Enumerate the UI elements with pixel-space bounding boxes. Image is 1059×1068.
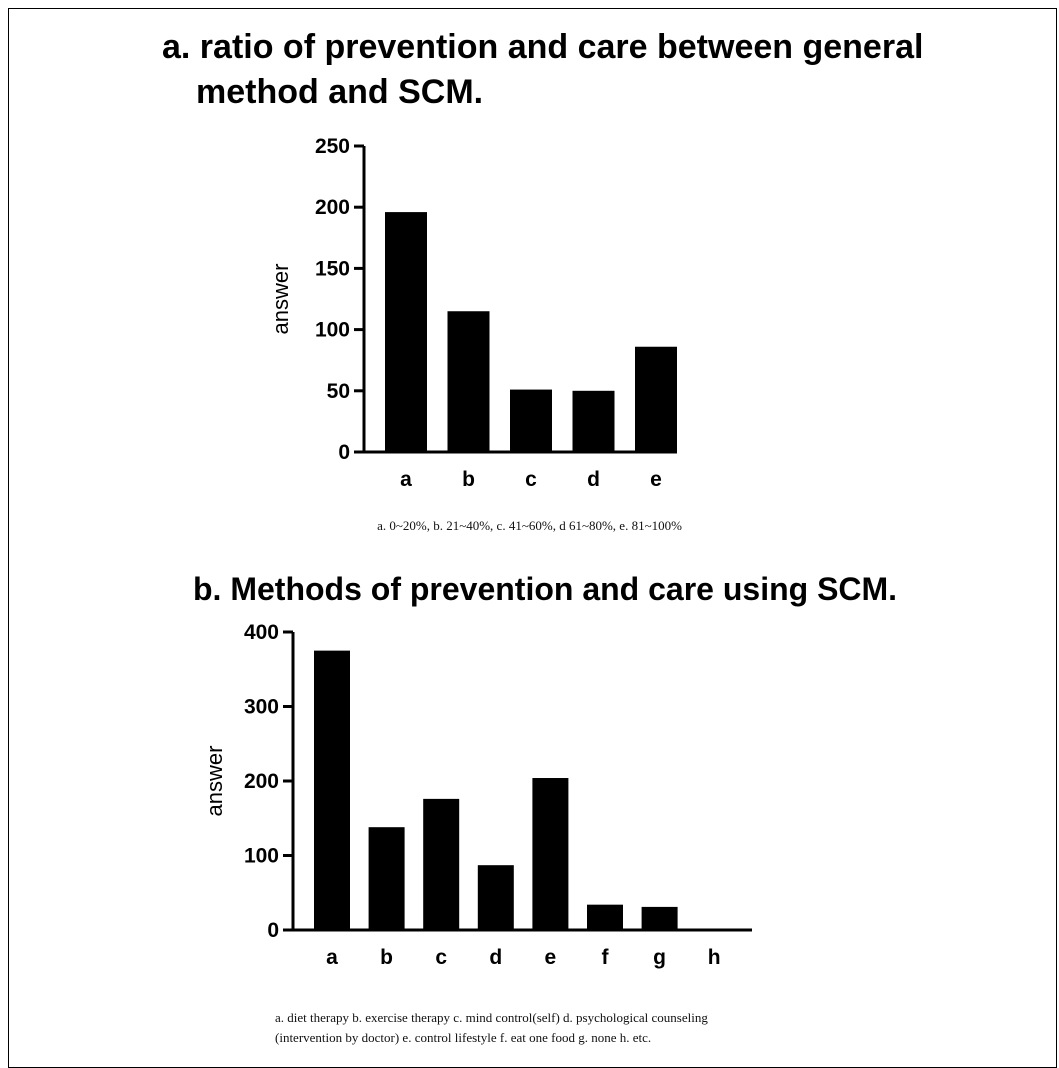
chart-a-bar-b	[447, 311, 490, 452]
chart-a-x-tick-label: d	[587, 468, 600, 491]
chart-b-bar-e	[532, 778, 569, 930]
chart-b-bar-c	[423, 798, 460, 930]
chart-a-x-tick-label: a	[400, 468, 412, 491]
chart-b-bar-d	[477, 865, 514, 930]
chart-a-bar-d	[572, 390, 615, 452]
chart-a-x-tick-label: b	[462, 468, 475, 491]
chart-a-y-axis-title: answer	[268, 264, 293, 335]
chart-b-y-tick-label: 100	[244, 845, 279, 868]
chart-b-bar-a	[314, 650, 350, 930]
chart-a-y-tick-label: 0	[338, 441, 350, 464]
chart-a-title-line-2: method and SCM.	[196, 73, 484, 111]
chart-a-x-tick-label: c	[525, 468, 537, 491]
chart-a-bar-c	[510, 389, 552, 452]
chart-a-bar-a	[385, 212, 427, 452]
chart-b-caption-line-1: a. diet therapy b. exercise therapy c. m…	[275, 1010, 708, 1025]
chart-b-y-tick-label: 400	[244, 621, 279, 644]
chart-b-y-axis-title: answer	[202, 746, 227, 817]
chart-b-y-tick-label: 0	[267, 919, 279, 942]
chart-a-title-line-1: a. ratio of prevention and care between …	[162, 28, 924, 66]
chart-b-y-tick-label: 200	[244, 770, 279, 793]
chart-b-x-tick-label: e	[545, 946, 557, 969]
chart-b-x-tick-label: a	[326, 946, 338, 969]
chart-b-bar-f	[587, 904, 623, 930]
chart-b-y-tick-label: 300	[244, 696, 279, 719]
chart-b-x-tick-label: c	[435, 946, 447, 969]
chart-b-title: b. Methods of prevention and care using …	[193, 571, 898, 607]
chart-a-y-tick-label: 250	[315, 135, 350, 158]
chart-b-x-tick-label: d	[489, 946, 502, 969]
chart-a-bar-e	[635, 346, 677, 452]
chart-a-caption: a. 0~20%, b. 21~40%, c. 41~60%, d 61~80%…	[377, 518, 682, 533]
chart-b-x-tick-label: h	[708, 946, 721, 969]
chart-a-x-tick-label: e	[650, 468, 662, 491]
chart-a-y-tick-label: 150	[315, 257, 350, 280]
chart-b-x-tick-label: f	[602, 946, 610, 969]
chart-a-y-tick-label: 200	[315, 196, 350, 219]
chart-b-caption-line-2: (intervention by doctor) e. control life…	[275, 1030, 652, 1045]
chart-b-bar-g	[641, 906, 678, 930]
chart-b-x-tick-label: g	[653, 946, 666, 969]
chart-a-y-tick-label: 100	[315, 319, 350, 342]
chart-b-bar-b	[368, 827, 405, 930]
chart-b-caption: a. diet therapy b. exercise therapy c. m…	[275, 1008, 855, 1048]
chart-b-x-tick-label: b	[380, 946, 393, 969]
chart-a-y-tick-label: 50	[327, 380, 350, 403]
